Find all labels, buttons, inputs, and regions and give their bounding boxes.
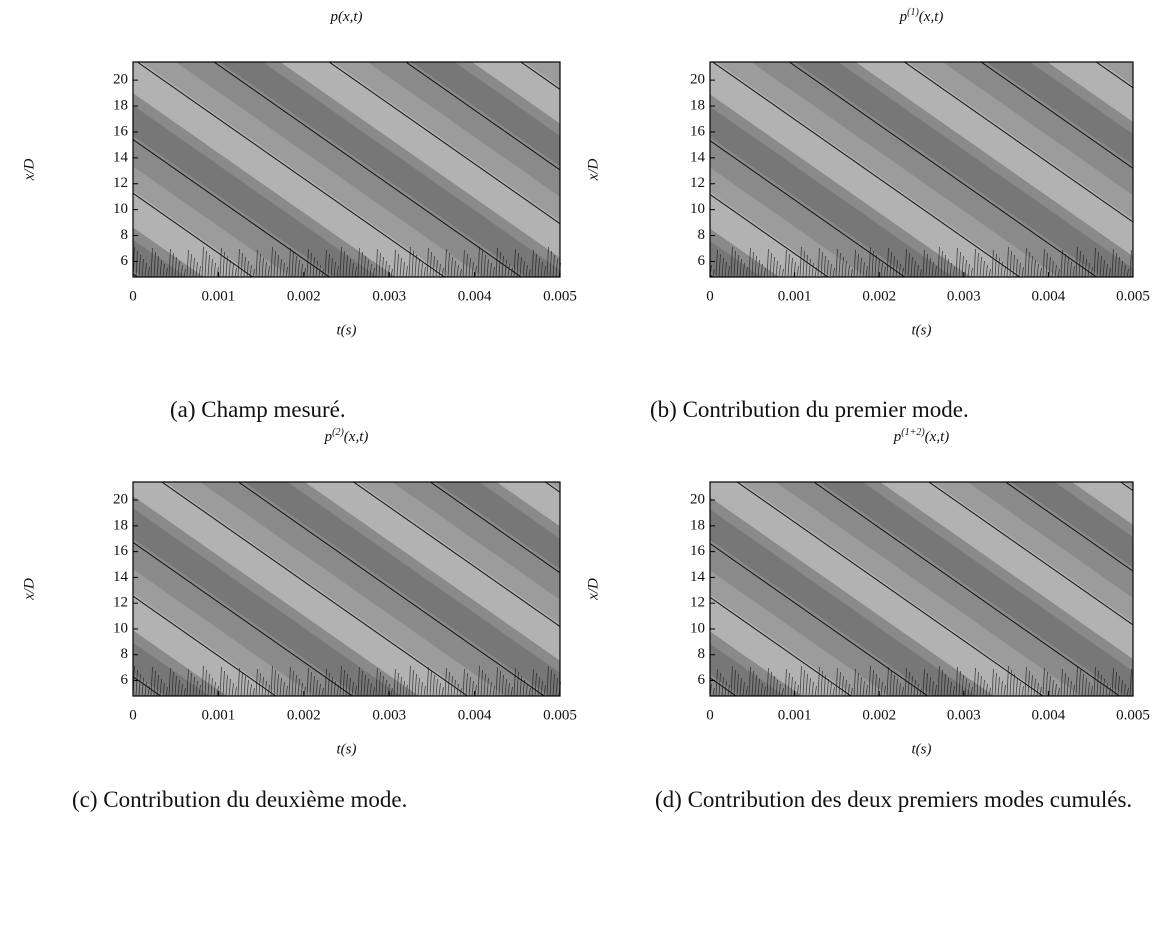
y-tick-label: 20 [690, 491, 705, 507]
y-tick-label: 18 [113, 97, 128, 113]
y-axis-label: x/D [585, 159, 601, 182]
x-tick-label: 0.002 [862, 707, 896, 723]
x-axis-label: t(s) [337, 741, 357, 757]
x-tick-label: 0.003 [947, 707, 981, 723]
x-axis-label: t(s) [912, 741, 932, 757]
axes-frame [132, 61, 561, 278]
y-tick-label: 14 [690, 569, 706, 585]
contour-noise [132, 246, 561, 278]
y-tick-label: 18 [690, 517, 705, 533]
x-axis-label: t(s) [912, 322, 932, 338]
subfigure-caption: (b) Contribution du premier mode. [650, 397, 969, 422]
x-tick-label: 0.001 [778, 288, 812, 304]
x-tick-label: 0.002 [862, 288, 896, 304]
y-axis-label: x/D [585, 578, 601, 601]
axes-frame [132, 481, 561, 697]
y-tick-label: 6 [698, 253, 706, 269]
title-args: (x,t) [919, 9, 944, 25]
y-tick-label: 14 [690, 149, 706, 165]
y-tick-label: 6 [698, 672, 706, 688]
x-tick-label: 0.003 [372, 288, 406, 304]
y-tick-label: 16 [113, 123, 129, 139]
contour-noise [709, 246, 1132, 278]
y-tick-label: 10 [690, 201, 705, 217]
subfigure-caption: (d) Contribution des deux premiers modes… [655, 787, 1133, 812]
contour-field [710, 482, 1133, 696]
y-tick-label: 8 [121, 646, 129, 662]
x-axis-label: t(s) [337, 322, 357, 338]
title-superscript: (2) [332, 427, 344, 438]
title-args: (x,t) [925, 429, 950, 445]
x-tick-label: 0 [706, 707, 714, 723]
title-base: p [899, 9, 908, 25]
y-tick-label: 14 [113, 569, 129, 585]
contour-noise [709, 665, 1132, 697]
chart-title: p(1)(x,t) [899, 7, 944, 26]
title-args: (x,t) [344, 429, 369, 445]
x-tick-label: 0.005 [1116, 288, 1150, 304]
y-axis-label: x/D [21, 159, 37, 182]
x-tick-label: 0 [706, 288, 714, 304]
x-tick-label: 0 [129, 288, 137, 304]
x-tick-label: 0.001 [202, 707, 236, 723]
x-tick-label: 0.001 [202, 288, 236, 304]
y-tick-label: 20 [113, 491, 128, 507]
y-tick-label: 18 [690, 97, 705, 113]
y-tick-label: 18 [113, 517, 128, 533]
title-args: (x,t) [338, 9, 363, 25]
y-tick-label: 16 [690, 123, 706, 139]
x-tick-label: 0 [129, 707, 137, 723]
contour-field [133, 482, 560, 696]
axes-frame [709, 61, 1134, 278]
y-tick-label: 14 [113, 149, 129, 165]
y-tick-label: 12 [113, 595, 128, 611]
y-tick-label: 10 [113, 620, 128, 636]
y-tick-label: 20 [690, 72, 705, 88]
contour-field [133, 62, 560, 277]
x-tick-label: 0.004 [458, 288, 492, 304]
axes-frame [709, 481, 1134, 697]
y-tick-label: 12 [690, 595, 705, 611]
y-tick-label: 10 [690, 620, 705, 636]
y-tick-label: 8 [698, 646, 706, 662]
title-base: p [893, 429, 902, 445]
title-superscript: (1) [907, 7, 919, 18]
y-tick-label: 8 [121, 227, 129, 243]
x-tick-label: 0.004 [1032, 288, 1066, 304]
y-tick-label: 6 [121, 672, 129, 688]
y-tick-label: 8 [698, 227, 706, 243]
y-tick-label: 10 [113, 201, 128, 217]
chart-title: p(2)(x,t) [324, 427, 369, 446]
x-tick-label: 0.003 [372, 707, 406, 723]
y-tick-label: 20 [113, 72, 128, 88]
x-tick-label: 0.005 [543, 288, 577, 304]
chart-title: p(x,t) [329, 9, 362, 25]
x-tick-label: 0.005 [543, 707, 577, 723]
contour-field [710, 62, 1133, 277]
x-tick-label: 0.002 [287, 707, 321, 723]
title-base: p [329, 9, 338, 25]
subfigure-caption: (c) Contribution du deuxième mode. [72, 787, 408, 812]
y-axis-label: x/D [21, 578, 37, 601]
x-tick-label: 0.002 [287, 288, 321, 304]
y-tick-label: 6 [121, 253, 129, 269]
title-base: p [324, 429, 333, 445]
chart-title: p(1+2)(x,t) [893, 427, 950, 446]
x-tick-label: 0.003 [947, 288, 981, 304]
x-tick-label: 0.001 [778, 707, 812, 723]
y-tick-label: 16 [690, 543, 706, 559]
x-tick-label: 0.004 [1032, 707, 1066, 723]
x-tick-label: 0.004 [458, 707, 492, 723]
y-tick-label: 12 [690, 175, 705, 191]
title-superscript: (1+2) [901, 427, 925, 438]
y-tick-label: 12 [113, 175, 128, 191]
x-tick-label: 0.005 [1116, 707, 1150, 723]
y-tick-label: 16 [113, 543, 129, 559]
subfigure-caption: (a) Champ mesuré. [170, 397, 346, 422]
